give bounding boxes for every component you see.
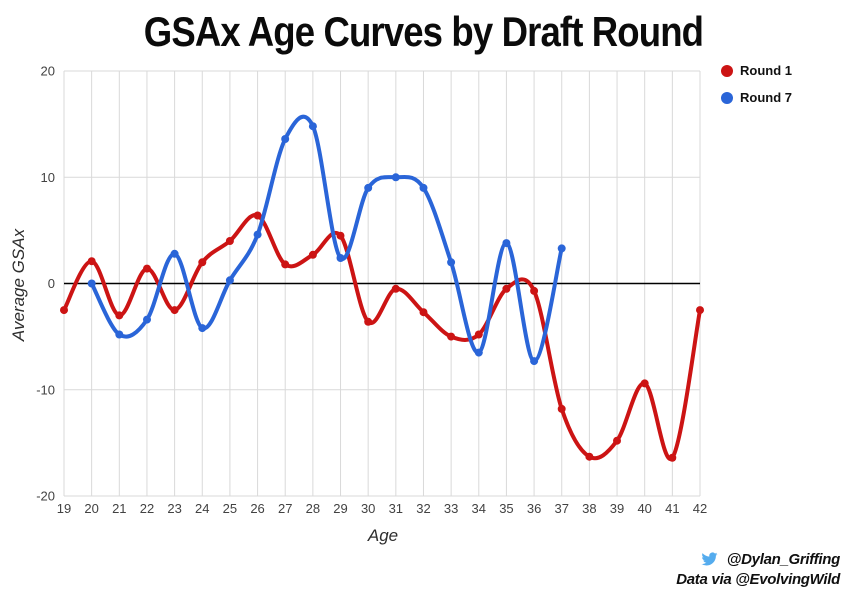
round-1-point-age-31 [391, 284, 400, 293]
round-7-point-age-23 [170, 249, 179, 258]
x-tick-label-38: 38 [582, 501, 596, 516]
x-tick-label-31: 31 [389, 501, 403, 516]
round-7-point-age-25 [225, 276, 234, 285]
round-7-point-age-20 [87, 279, 96, 288]
round-7-point-age-21 [115, 330, 124, 339]
round-7-point-age-33 [447, 258, 456, 267]
round-1-point-age-33 [447, 332, 456, 341]
y-tick-label--10: -10 [36, 382, 55, 397]
x-tick-label-24: 24 [195, 501, 209, 516]
legend-item-round-1: Round 1 [721, 62, 792, 79]
x-tick-label-36: 36 [527, 501, 541, 516]
round-1-point-age-29 [336, 231, 345, 240]
round-1-point-age-36 [530, 286, 539, 295]
round-7-point-age-31 [391, 173, 400, 182]
round-7-point-age-30 [364, 183, 373, 192]
x-tick-label-29: 29 [333, 501, 347, 516]
round-7-point-age-24 [198, 324, 207, 333]
legend: Round 1 Round 7 [721, 62, 792, 116]
x-tick-label-21: 21 [112, 501, 126, 516]
round-7-point-age-35 [502, 239, 511, 248]
round-7-color-dot-icon [721, 91, 733, 104]
legend-item-round-7: Round 7 [721, 89, 792, 106]
x-tick-label-40: 40 [637, 501, 651, 516]
data-source-credit: Data via @EvolvingWild [676, 570, 840, 588]
y-tick-label-0: 0 [48, 276, 55, 291]
x-tick-label-23: 23 [167, 501, 181, 516]
chart-title: GSAx Age Curves by Draft Round [143, 8, 704, 55]
y-axis-title: Average GSAx [9, 228, 28, 342]
round-7-point-age-34 [474, 348, 483, 357]
round-1-color-dot-icon [721, 64, 733, 77]
y-tick-label-10: 10 [41, 170, 55, 185]
y-tick-label--20: -20 [36, 489, 55, 504]
x-tick-label-30: 30 [361, 501, 375, 516]
x-tick-label-37: 37 [555, 501, 569, 516]
twitter-credit: @Dylan_Griffing [676, 549, 840, 569]
round-1-point-age-34 [474, 330, 483, 339]
round-1-point-age-39 [613, 436, 621, 445]
round-7-point-age-26 [253, 230, 262, 239]
twitter-handle: @Dylan_Griffing [726, 550, 841, 568]
round-1-point-age-27 [281, 260, 290, 269]
round-1-point-age-37 [557, 404, 566, 413]
round-1-point-age-40 [640, 379, 649, 388]
legend-label-round-1: Round 1 [740, 63, 792, 78]
round-1-line [62, 213, 702, 461]
x-tick-label-41: 41 [665, 501, 679, 516]
x-tick-label-26: 26 [250, 501, 264, 516]
round-1-point-age-30 [364, 317, 373, 326]
round-1-point-age-41 [668, 453, 677, 462]
round-7-point-age-37 [557, 244, 566, 253]
round-1-point-age-23 [170, 306, 179, 315]
x-tick-label-27: 27 [278, 501, 292, 516]
round-7-point-age-29 [336, 254, 345, 262]
round-1-point-age-26 [253, 211, 262, 220]
x-tick-label-20: 20 [84, 501, 98, 516]
x-tick-label-19: 19 [57, 501, 71, 516]
round-1-point-age-19 [60, 306, 68, 315]
round-7-point-age-28 [308, 122, 317, 131]
x-tick-label-25: 25 [223, 501, 237, 516]
round-1-point-age-35 [502, 284, 511, 293]
twitter-bird-icon [701, 552, 718, 566]
round-1-point-age-32 [419, 308, 428, 317]
round-7-point-age-32 [419, 183, 428, 192]
round-1-point-age-25 [225, 237, 234, 245]
x-tick-label-32: 32 [416, 501, 430, 516]
round-7-point-age-36 [530, 357, 539, 366]
round-7-point-age-27 [281, 135, 290, 143]
round-1-point-age-28 [308, 250, 317, 259]
legend-label-round-7: Round 7 [740, 90, 792, 105]
x-tick-label-28: 28 [306, 501, 320, 516]
round-1-point-age-20 [87, 257, 96, 266]
round-1-point-age-24 [198, 258, 207, 267]
round-1-point-age-22 [143, 264, 151, 273]
x-tick-label-42: 42 [693, 501, 707, 516]
x-axis-title: Age [367, 526, 399, 545]
round-1-point-age-38 [585, 452, 594, 461]
round-1-point-age-42 [696, 306, 704, 315]
x-tick-label-39: 39 [610, 501, 624, 516]
round-7-point-age-22 [143, 315, 151, 324]
attribution: @Dylan_Griffing Data via @EvolvingWild [676, 549, 840, 589]
round-1-point-age-21 [115, 311, 124, 320]
x-tick-label-35: 35 [499, 501, 513, 516]
x-tick-label-33: 33 [444, 501, 458, 516]
y-tick-label-20: 20 [41, 64, 55, 79]
x-tick-label-34: 34 [472, 501, 486, 516]
x-tick-label-22: 22 [140, 501, 154, 516]
